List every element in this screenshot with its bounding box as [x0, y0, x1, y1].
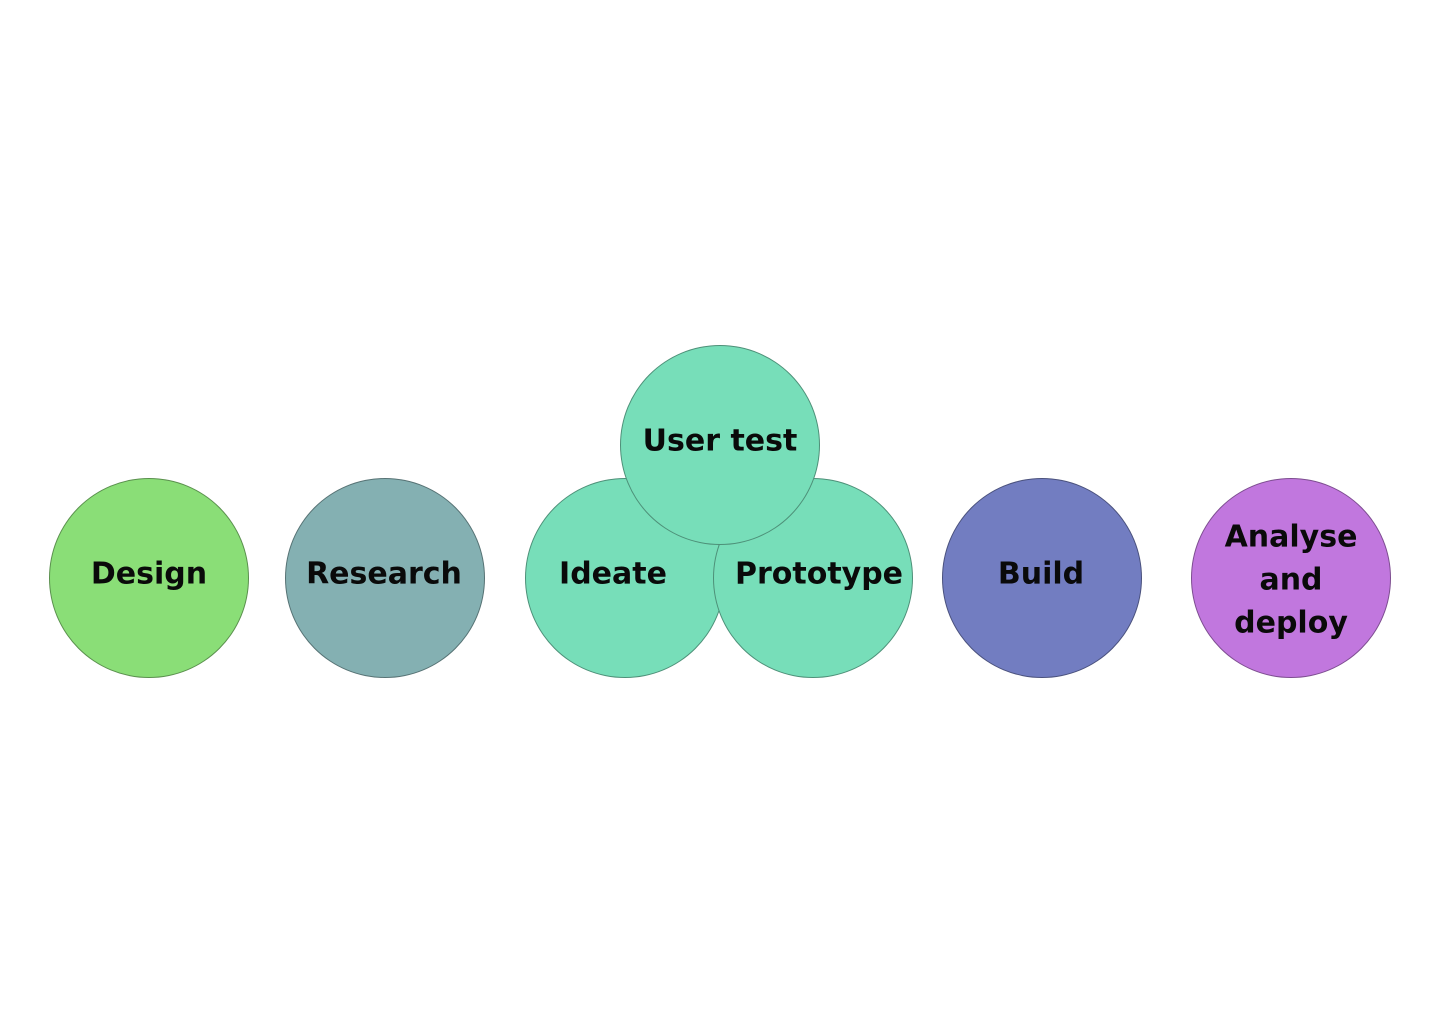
design-circle	[49, 478, 249, 678]
build-label: Build	[997, 556, 1085, 592]
design-label: Design	[90, 556, 208, 592]
research-circle	[285, 478, 485, 678]
analyse-deploy-circle	[1191, 478, 1391, 678]
user-test-circle	[620, 345, 820, 545]
prototype-label: Prototype	[734, 556, 904, 592]
build-circle	[942, 478, 1142, 678]
research-label: Research	[306, 556, 462, 592]
ideate-label: Ideate	[559, 556, 667, 592]
user-test-label: User test	[642, 423, 798, 459]
analyse-deploy-label: Analyse and deploy	[1224, 519, 1358, 641]
